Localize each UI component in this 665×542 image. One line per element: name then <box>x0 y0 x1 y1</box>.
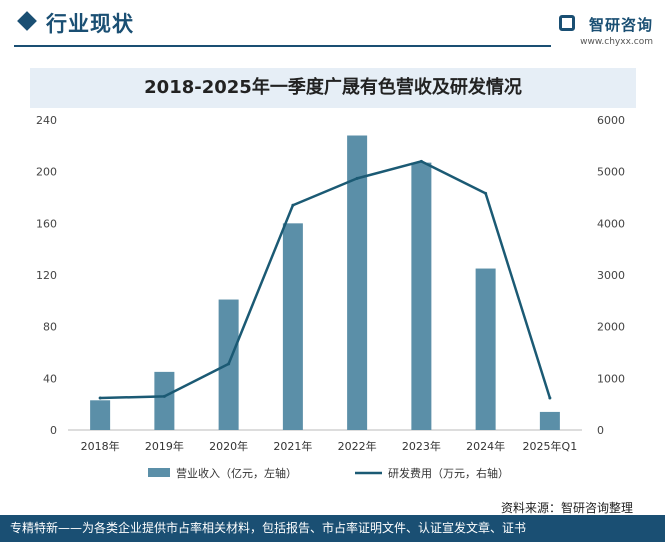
line-point <box>227 362 231 366</box>
line-point <box>355 176 359 180</box>
line-point <box>98 396 102 400</box>
legend-label-line: 研发费用（万元，右轴） <box>388 466 509 480</box>
x-tick-label: 2025年Q1 <box>523 439 578 453</box>
chart: 0 40 80 120 160 200 240 0 1000 2000 3000 4000 5000 60… <box>36 114 625 480</box>
chart-title-bar: 2018-2025年一季度广晟有色营收及研发情况 <box>30 68 636 108</box>
bar <box>154 371 175 430</box>
x-tick-label: 2022年 <box>338 439 377 453</box>
y-right-tick-label: 5000 <box>597 166 625 179</box>
x-tick-label: 2021年 <box>273 439 312 453</box>
x-tick-label: 2023年 <box>402 439 441 453</box>
bar <box>90 400 111 430</box>
y-left-tick-label: 0 <box>50 424 57 437</box>
section-divider <box>14 45 551 47</box>
bar <box>475 268 496 430</box>
y-left-tick-label: 40 <box>43 372 57 385</box>
y-right-tick-label: 3000 <box>597 269 625 282</box>
brand: 智研咨询 www.chyxx.com <box>580 14 653 47</box>
bar <box>347 135 368 430</box>
bar <box>282 223 303 430</box>
legend-label-bar: 营业收入（亿元，左轴） <box>176 466 297 480</box>
line-point <box>419 159 423 163</box>
series-line <box>100 160 552 400</box>
y-right-tick-label: 0 <box>597 424 604 437</box>
header: 行业现状 智研咨询 www.chyxx.com <box>0 0 665 50</box>
brand-url: www.chyxx.com <box>580 37 653 47</box>
line-point <box>548 396 552 400</box>
y-left-tick-label: 120 <box>36 269 57 282</box>
y-right-tick-label: 6000 <box>597 114 625 127</box>
source-note: 资料来源：智研咨询整理 <box>500 501 633 515</box>
y-right-tick-label: 4000 <box>597 217 625 230</box>
y-left-tick-label: 200 <box>36 166 57 179</box>
chart-title: 2018-2025年一季度广晟有色营收及研发情况 <box>144 77 522 98</box>
brand-name: 智研咨询 <box>588 16 653 34</box>
line-point <box>291 203 295 207</box>
line-point <box>484 191 488 195</box>
legend-swatch-bar <box>148 468 170 477</box>
footer-banner: 专精特新——为各类企业提供市占率相关材料，包括报告、市占率证明文件、认证宣发文章… <box>0 515 665 542</box>
y-left-tick-label: 240 <box>36 114 57 127</box>
y-left-tick-label: 80 <box>43 321 57 334</box>
x-tick-label: 2018年 <box>81 439 120 453</box>
x-tick-label: 2020年 <box>209 439 248 453</box>
y-right-tick-label: 2000 <box>597 321 625 334</box>
y-left-tick-label: 160 <box>36 217 57 230</box>
bar <box>411 162 432 430</box>
section-title: 行业现状 <box>46 12 134 36</box>
brand-logo-icon <box>559 15 575 31</box>
x-tick-label: 2024年 <box>466 439 505 453</box>
x-tick-label: 2019年 <box>145 439 184 453</box>
line-point <box>162 394 166 398</box>
bar <box>539 411 560 430</box>
y-right-tick-label: 1000 <box>597 372 625 385</box>
